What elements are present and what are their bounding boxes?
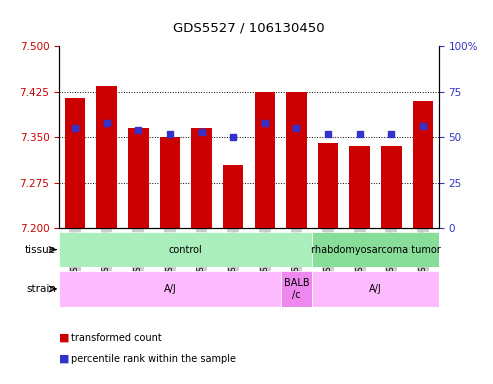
- Point: [387, 131, 395, 137]
- Point: [292, 125, 300, 131]
- Point: [198, 129, 206, 135]
- Bar: [413, 101, 433, 228]
- Bar: [65, 98, 85, 228]
- Point: [103, 120, 110, 126]
- Bar: [286, 92, 307, 228]
- Point: [134, 127, 142, 133]
- Bar: [223, 165, 244, 228]
- Bar: [96, 86, 117, 228]
- Text: rhabdomyosarcoma tumor: rhabdomyosarcoma tumor: [311, 245, 440, 255]
- Bar: [128, 128, 148, 228]
- Point: [166, 131, 174, 137]
- Bar: [312, 271, 439, 307]
- Text: A/J: A/J: [164, 284, 176, 294]
- Bar: [318, 143, 338, 228]
- Bar: [350, 146, 370, 228]
- Bar: [381, 146, 402, 228]
- Text: percentile rank within the sample: percentile rank within the sample: [71, 354, 237, 364]
- Text: BALB
/c: BALB /c: [283, 278, 309, 300]
- Text: tissue: tissue: [25, 245, 56, 255]
- Point: [71, 125, 79, 131]
- Bar: [59, 232, 312, 267]
- Text: ■: ■: [59, 333, 70, 343]
- Point: [356, 131, 364, 137]
- Text: transformed count: transformed count: [71, 333, 162, 343]
- Text: ■: ■: [59, 354, 70, 364]
- Bar: [59, 271, 281, 307]
- Text: strain: strain: [26, 284, 56, 294]
- Bar: [281, 271, 312, 307]
- Bar: [312, 232, 439, 267]
- Text: control: control: [169, 245, 203, 255]
- Bar: [160, 137, 180, 228]
- Bar: [254, 92, 275, 228]
- Text: GDS5527 / 106130450: GDS5527 / 106130450: [173, 22, 325, 35]
- Point: [229, 134, 237, 140]
- Point: [419, 123, 427, 129]
- Point: [261, 120, 269, 126]
- Bar: [191, 128, 212, 228]
- Point: [324, 131, 332, 137]
- Text: A/J: A/J: [369, 284, 382, 294]
